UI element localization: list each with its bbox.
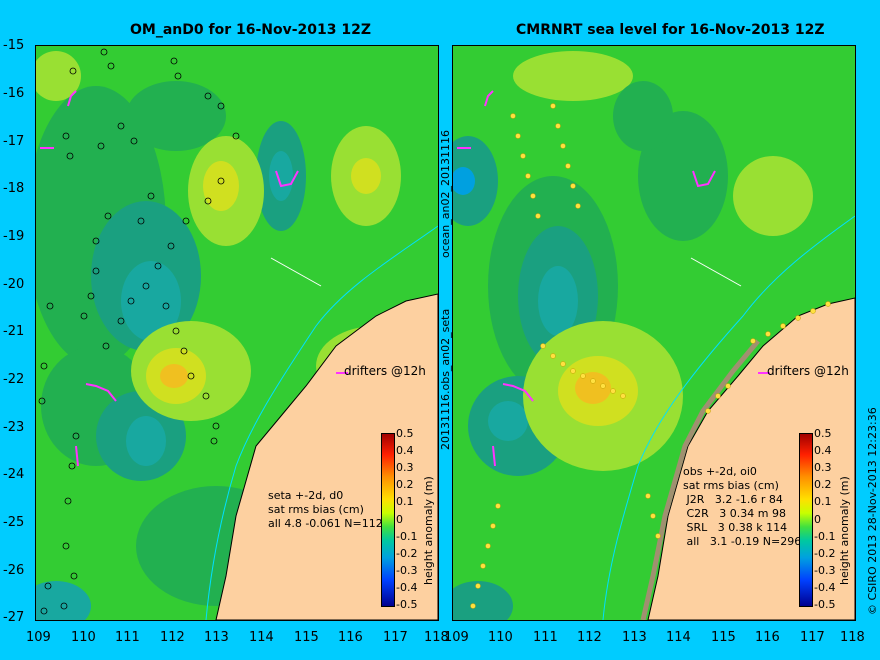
colorbar-tick: 0 xyxy=(396,513,403,526)
x-tick: 116 xyxy=(755,630,780,645)
colorbar-tick: 0 xyxy=(814,513,821,526)
colorbar-tick: 0.5 xyxy=(396,427,414,440)
colorbar-tick: 0.4 xyxy=(814,444,832,457)
x-tick: 112 xyxy=(577,630,602,645)
y-tick: -26 xyxy=(3,563,25,578)
y-tick: -27 xyxy=(3,610,25,625)
colorbar-tick: -0.5 xyxy=(814,598,836,611)
right-map-title: CMRNRT sea level for 16-Nov-2013 12Z xyxy=(516,22,825,38)
colorbar-tick: -0.2 xyxy=(396,547,418,560)
x-tick: 109 xyxy=(26,630,51,645)
y-tick: -18 xyxy=(3,181,25,196)
x-tick: 118 xyxy=(840,630,865,645)
x-tick: 109 xyxy=(444,630,469,645)
colorbar-tick: -0.3 xyxy=(814,564,836,577)
colorbar-tick: -0.4 xyxy=(814,581,836,594)
y-tick: -21 xyxy=(3,324,25,339)
y-tick: -23 xyxy=(3,420,25,435)
drifters-label: drifters @12h xyxy=(344,364,426,378)
x-tick: 115 xyxy=(711,630,736,645)
x-tick: 110 xyxy=(488,630,513,645)
colorbar-label: height anomaly (m) xyxy=(838,476,851,585)
sat-stats-text: obs +-2d, oi0 sat rms bias (cm) J2R 3.2 … xyxy=(683,465,802,548)
y-tick: -16 xyxy=(3,86,25,101)
x-tick: 114 xyxy=(666,630,691,645)
colorbar-gradient xyxy=(381,433,395,607)
x-tick: 111 xyxy=(115,630,140,645)
y-tick: -15 xyxy=(3,38,25,53)
sat-stats-text: seta +-2d, d0 sat rms bias (cm) all 4.8 … xyxy=(268,489,383,530)
drifters-label: drifters @12h xyxy=(767,364,849,378)
colorbar-tick: 0.1 xyxy=(814,495,832,508)
ocean-run-label: ocean_an02_20131116 xyxy=(439,130,452,258)
colorbar-tick: 0.5 xyxy=(814,427,832,440)
x-tick: 118 xyxy=(424,630,449,645)
colorbar-tick: 0.3 xyxy=(396,461,414,474)
left-map-title: OM_anD0 for 16-Nov-2013 12Z xyxy=(130,22,372,38)
left-map-panel: drifters @12h seta +-2d, d0 sat rms bias… xyxy=(35,45,439,621)
colorbar-tick: 0.1 xyxy=(396,495,414,508)
y-tick: -25 xyxy=(3,515,25,530)
x-tick: 115 xyxy=(294,630,319,645)
y-tick: -19 xyxy=(3,229,25,244)
x-tick: 116 xyxy=(338,630,363,645)
y-tick: -20 xyxy=(3,277,25,292)
colorbar-tick: -0.5 xyxy=(396,598,418,611)
colorbar-tick: -0.4 xyxy=(396,581,418,594)
colorbar-tick: 0.2 xyxy=(396,478,414,491)
credit-label: © CSIRO 2013 28-Nov-2013 12:23:36 xyxy=(866,407,879,615)
x-tick: 111 xyxy=(533,630,558,645)
y-tick: -24 xyxy=(3,467,25,482)
colorbar-tick: 0.3 xyxy=(814,461,832,474)
y-tick: -22 xyxy=(3,372,25,387)
colorbar-tick: 0.4 xyxy=(396,444,414,457)
x-tick: 112 xyxy=(160,630,185,645)
left-map-svg xyxy=(36,46,438,620)
x-tick: 117 xyxy=(383,630,408,645)
colorbar-label: height anomaly (m) xyxy=(422,476,435,585)
x-tick: 117 xyxy=(800,630,825,645)
colorbar-tick: -0.1 xyxy=(814,530,836,543)
colorbar-tick: -0.1 xyxy=(396,530,418,543)
colorbar-tick: 0.2 xyxy=(814,478,832,491)
colorbar-gradient xyxy=(799,433,813,607)
obs-run-label: 20131116.obs_an02_seta xyxy=(439,308,452,450)
x-tick: 110 xyxy=(71,630,96,645)
x-tick: 113 xyxy=(622,630,647,645)
x-tick: 114 xyxy=(249,630,274,645)
x-tick: 113 xyxy=(204,630,229,645)
right-map-panel: drifters @12h obs +-2d, oi0 sat rms bias… xyxy=(452,45,856,621)
colorbar-tick: -0.3 xyxy=(396,564,418,577)
colorbar-tick: -0.2 xyxy=(814,547,836,560)
y-tick: -17 xyxy=(3,134,25,149)
